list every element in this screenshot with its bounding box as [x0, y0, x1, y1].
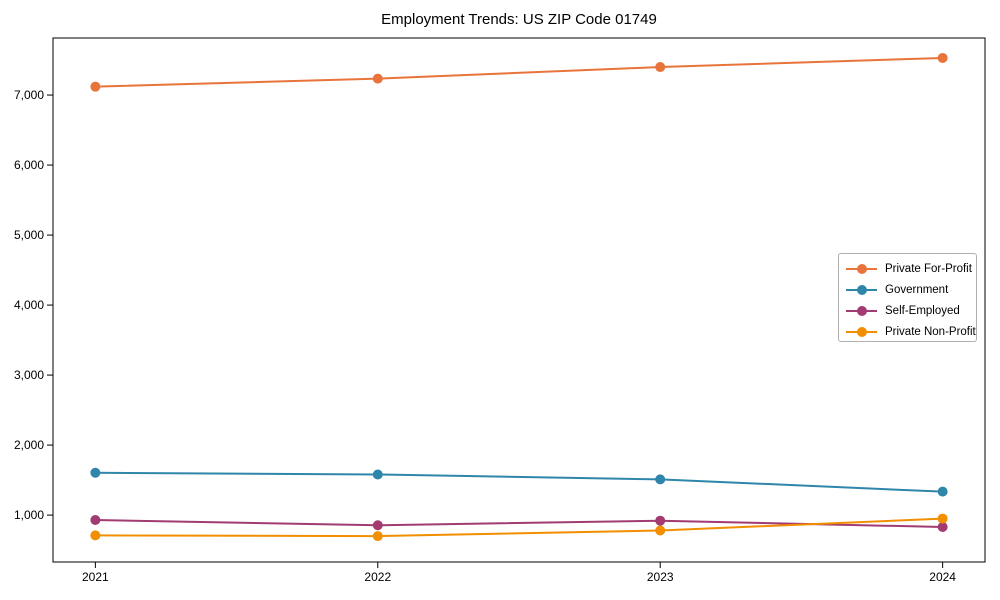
legend-dot [856, 284, 867, 295]
chart-title: Employment Trends: US ZIP Code 01749 [381, 11, 657, 28]
data-point [655, 62, 666, 73]
data-point [90, 81, 101, 92]
y-tick-label: 5,000 [14, 228, 44, 242]
data-point [372, 531, 383, 542]
data-point [937, 52, 948, 63]
y-tick-label: 1,000 [14, 508, 44, 522]
series-line-government [94, 471, 944, 493]
data-point [937, 521, 948, 532]
legend-line-marker-icon [846, 305, 877, 316]
plot-frame [52, 37, 986, 563]
data-point [937, 486, 948, 497]
data-point [372, 469, 383, 480]
y-tick-label: 6,000 [14, 158, 44, 172]
data-point [90, 514, 101, 525]
series-line-private-for-profit [94, 56, 944, 88]
legend-label: Government [885, 283, 949, 296]
legend-dot [856, 263, 867, 274]
x-tick-label: 2022 [364, 570, 391, 584]
data-point [90, 467, 101, 478]
data-point [372, 73, 383, 84]
x-tick-label: 2021 [82, 570, 109, 584]
legend: Private For-Profit Government Self-Employe… [838, 253, 977, 342]
legend-dot [856, 305, 867, 316]
legend-line-marker-icon [846, 326, 877, 337]
legend-item: Private For-Profit [839, 258, 976, 279]
y-tick-label: 3,000 [14, 368, 44, 382]
x-tick-label: 2023 [647, 570, 674, 584]
legend-label: Self-Employed [885, 304, 960, 317]
data-point [655, 515, 666, 526]
data-point [90, 530, 101, 541]
data-point [372, 520, 383, 531]
legend-item: Self-Employed [839, 300, 976, 321]
legend-item: Government [839, 279, 976, 300]
y-tick-label: 4,000 [14, 298, 44, 312]
data-point [655, 474, 666, 485]
x-tick-label: 2024 [929, 570, 956, 584]
legend-label: Private For-Profit [885, 262, 972, 275]
legend-item: Private Non-Profit [839, 321, 976, 342]
legend-line-marker-icon [846, 284, 877, 295]
legend-dot [856, 326, 867, 337]
series-line-private-non-profit [94, 517, 944, 538]
legend-line-marker-icon [846, 263, 877, 274]
data-point [937, 513, 948, 524]
y-tick-label: 7,000 [14, 88, 44, 102]
data-point [655, 525, 666, 536]
legend-label: Private Non-Profit [885, 325, 976, 338]
y-tick-label: 2,000 [14, 438, 44, 452]
